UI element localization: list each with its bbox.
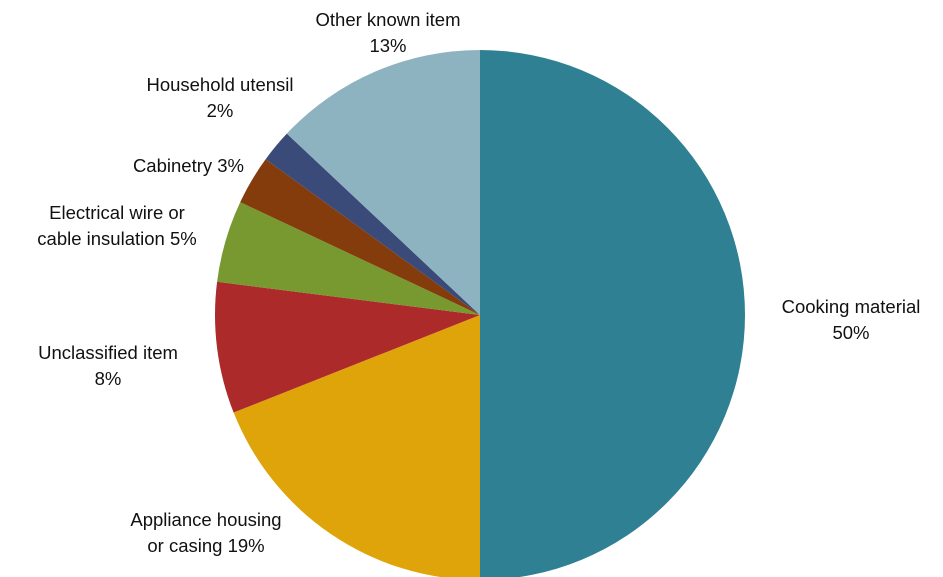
pie-slice-electrical-wire-or-cable-insulation: [217, 202, 480, 315]
pie-slice-appliance-housing-or-casing: [233, 315, 480, 577]
slice-label-line: 13%: [369, 35, 406, 56]
slice-label-line: cable insulation 5%: [37, 228, 196, 249]
slice-label-unclassified-item: Unclassified item 8%: [38, 342, 178, 389]
slice-label-cabinetry: Cabinetry 3%: [133, 155, 244, 176]
slice-label-line: 2%: [207, 100, 234, 121]
slice-label-line: 50%: [832, 322, 869, 343]
slice-label-other-known-item: Other known item 13%: [316, 9, 461, 56]
slice-label-line: 8%: [95, 368, 122, 389]
pie-slice-unclassified-item: [215, 281, 480, 413]
slice-label-cooking-material: Cooking material 50%: [782, 296, 921, 343]
slice-label-household-utensil: Household utensil 2%: [146, 74, 293, 121]
pie-slice-cooking-material: [480, 50, 745, 577]
slice-label-line: Other known item: [316, 9, 461, 30]
slice-label-line: Cooking material: [782, 296, 921, 317]
slice-label-electrical-wire-or-cable-insulation: Electrical wire or cable insulation 5%: [37, 202, 196, 249]
slice-labels: Cooking material 50% Appliance housing or c…: [37, 9, 920, 556]
pie-slice-cabinetry: [240, 159, 480, 315]
slice-label-line: Appliance housing: [130, 509, 281, 530]
slice-label-line: Electrical wire or: [49, 202, 185, 223]
slice-label-line: Cabinetry 3%: [133, 155, 244, 176]
pie-slices: [215, 49, 745, 577]
slice-label-appliance-housing-or-casing: Appliance housing or casing 19%: [130, 509, 281, 556]
slice-label-line: Household utensil: [146, 74, 293, 95]
slice-label-line: or casing 19%: [147, 535, 264, 556]
pie-slice-other-known-item: [286, 49, 480, 315]
slice-label-line: Unclassified item: [38, 342, 178, 363]
pie-slice-household-utensil: [265, 133, 480, 315]
